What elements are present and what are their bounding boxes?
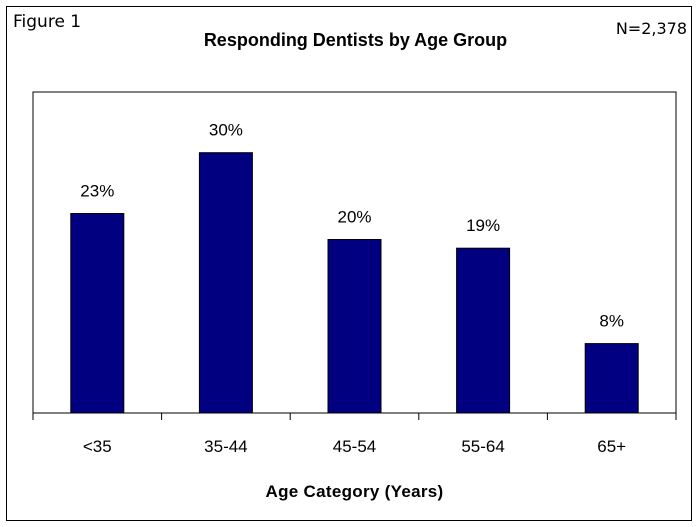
x-tick-label-3: 55-64 <box>461 437 504 456</box>
sample-size-label: N=2,378 <box>615 19 687 38</box>
chart-title: Responding Dentists by Age Group <box>203 30 508 50</box>
bar-1 <box>198 152 253 414</box>
value-label-4: 8% <box>599 312 624 331</box>
x-tick-label-1: 35-44 <box>204 437 247 456</box>
value-label-1: 30% <box>209 121 243 140</box>
x-ticks-group: <35 35-44 45-54 55-64 65+ <box>32 413 677 456</box>
value-label-0: 23% <box>80 182 114 201</box>
bar-3 <box>456 247 511 414</box>
bar-0 <box>70 213 125 414</box>
bar-2 <box>327 239 382 414</box>
x-axis-title: Age Category (Years) <box>265 482 444 501</box>
x-tick-label-2: 45-54 <box>333 437 376 456</box>
bars-group <box>70 152 639 414</box>
value-labels-group: 23% 30% 20% 19% 8% <box>80 121 624 331</box>
value-label-3: 19% <box>466 216 500 235</box>
value-label-2: 20% <box>337 208 371 227</box>
figure-label: Figure 1 <box>13 12 82 32</box>
x-tick-label-4: 65+ <box>597 437 626 456</box>
bar-4 <box>584 343 639 414</box>
x-tick-label-0: <35 <box>83 437 112 456</box>
